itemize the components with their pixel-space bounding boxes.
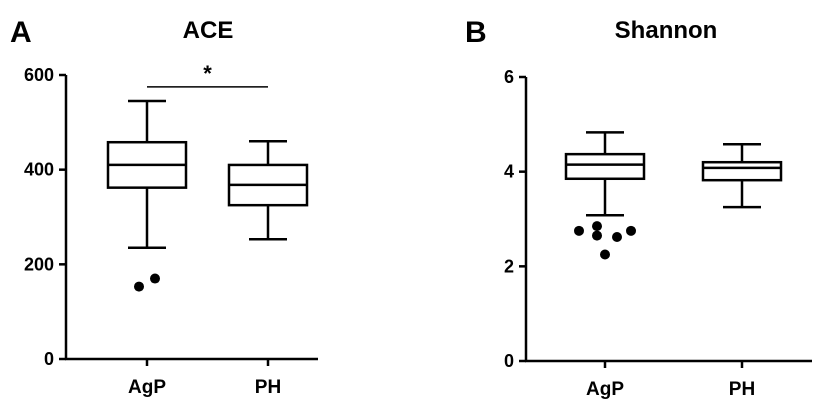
outlier-point xyxy=(600,249,610,260)
y-tick-label: 4 xyxy=(504,162,514,182)
plot-area-shannon: 0 2 4 6 AgP PH xyxy=(504,67,812,400)
chart-shannon: B Shannon 0 2 4 6 AgP PH xyxy=(465,16,812,400)
y-tick-label: 600 xyxy=(24,65,54,85)
outlier-point xyxy=(574,225,584,236)
chart-title-shannon: Shannon xyxy=(615,17,718,44)
outlier-point xyxy=(592,230,602,241)
plot-area-ace: 0 200 400 600 AgP PH * xyxy=(24,61,318,398)
x-tick-label: PH xyxy=(729,379,755,400)
outlier-point xyxy=(626,225,636,236)
outlier-point xyxy=(150,273,160,284)
y-tick-label: 0 xyxy=(44,349,54,369)
outlier-point xyxy=(592,221,602,232)
y-tick-label: 200 xyxy=(24,254,54,274)
box-iqr xyxy=(564,152,646,181)
significance-label: * xyxy=(203,61,212,86)
chart-ace: A ACE 0 200 400 600 AgP PH * xyxy=(10,16,318,398)
outlier-point xyxy=(134,281,144,292)
y-tick-label: 6 xyxy=(504,67,514,87)
panel-letter-a: A xyxy=(10,16,32,49)
x-tick-label: AgP xyxy=(128,377,166,398)
x-tick-label: PH xyxy=(255,377,281,398)
box-iqr xyxy=(701,160,783,182)
panel-letter-b: B xyxy=(465,16,487,49)
y-tick-label: 0 xyxy=(504,351,514,371)
x-tick-label: AgP xyxy=(586,379,624,400)
outlier-point xyxy=(612,231,622,242)
y-tick-label: 400 xyxy=(24,160,54,180)
y-tick-label: 2 xyxy=(504,256,514,276)
chart-title-ace: ACE xyxy=(183,17,234,44)
